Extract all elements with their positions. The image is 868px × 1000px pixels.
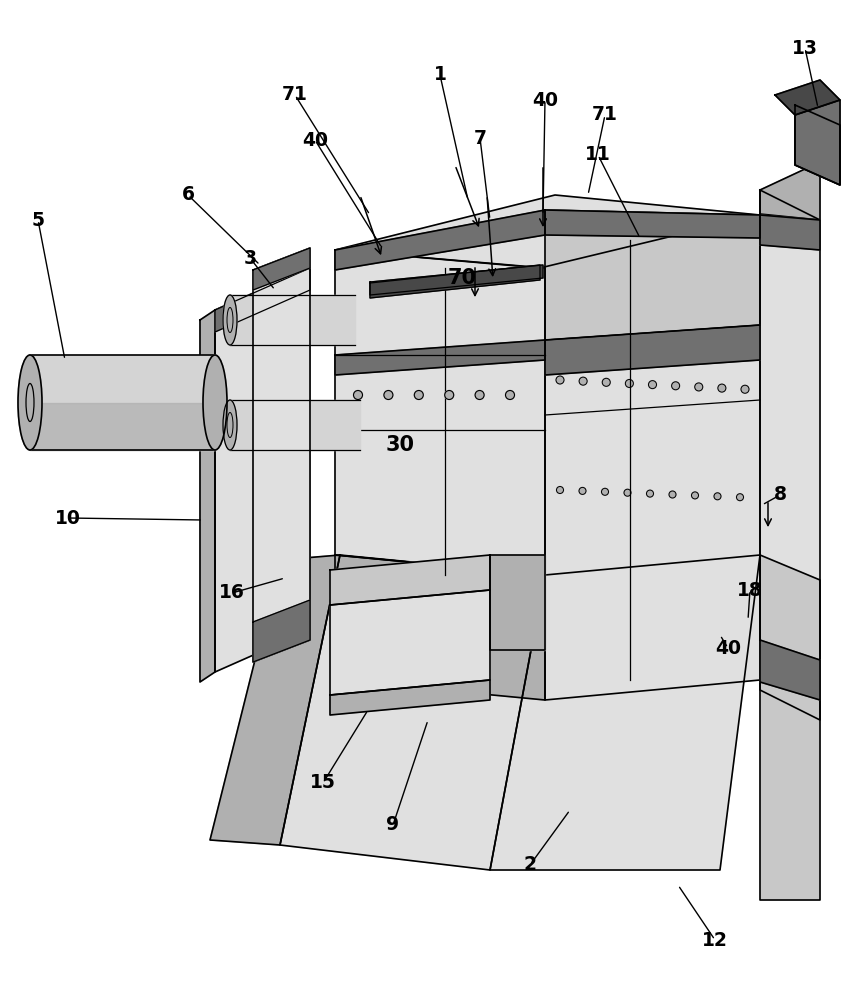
Text: 1: 1 xyxy=(433,66,446,85)
Polygon shape xyxy=(335,250,545,575)
Polygon shape xyxy=(335,555,545,700)
Text: 71: 71 xyxy=(282,86,308,104)
Polygon shape xyxy=(280,555,545,870)
Text: 5: 5 xyxy=(31,211,44,230)
Text: 40: 40 xyxy=(302,130,328,149)
Circle shape xyxy=(647,490,654,497)
Circle shape xyxy=(556,487,563,493)
Circle shape xyxy=(353,390,363,399)
Polygon shape xyxy=(335,340,545,375)
Polygon shape xyxy=(30,402,215,450)
Polygon shape xyxy=(795,100,840,185)
Polygon shape xyxy=(200,310,215,682)
Text: 40: 40 xyxy=(532,91,558,109)
Text: 8: 8 xyxy=(773,486,786,504)
Polygon shape xyxy=(215,268,310,672)
Circle shape xyxy=(602,488,608,495)
Polygon shape xyxy=(335,195,760,268)
Text: 13: 13 xyxy=(792,38,818,57)
Polygon shape xyxy=(760,640,820,700)
Circle shape xyxy=(579,487,586,494)
Polygon shape xyxy=(775,80,840,115)
Circle shape xyxy=(741,385,749,393)
Ellipse shape xyxy=(203,355,227,450)
Circle shape xyxy=(384,390,393,399)
Polygon shape xyxy=(545,210,760,238)
Circle shape xyxy=(672,382,680,390)
Text: 11: 11 xyxy=(585,145,611,164)
Circle shape xyxy=(414,390,424,399)
Polygon shape xyxy=(490,555,760,870)
Polygon shape xyxy=(370,265,540,298)
Polygon shape xyxy=(253,248,310,662)
Polygon shape xyxy=(545,340,760,700)
Circle shape xyxy=(602,378,610,386)
Polygon shape xyxy=(490,555,545,650)
Polygon shape xyxy=(210,555,340,845)
Polygon shape xyxy=(760,215,820,250)
Text: 6: 6 xyxy=(181,186,194,205)
Ellipse shape xyxy=(18,355,42,450)
Ellipse shape xyxy=(223,400,237,450)
Text: 16: 16 xyxy=(219,584,245,602)
Circle shape xyxy=(556,376,564,384)
Circle shape xyxy=(737,494,744,501)
Circle shape xyxy=(714,493,721,500)
Polygon shape xyxy=(230,295,355,345)
Polygon shape xyxy=(760,555,820,900)
Polygon shape xyxy=(335,210,545,270)
Circle shape xyxy=(625,379,634,387)
Polygon shape xyxy=(760,190,820,720)
Circle shape xyxy=(475,390,484,399)
Text: 40: 40 xyxy=(715,639,741,658)
Text: 30: 30 xyxy=(385,435,415,455)
Text: 7: 7 xyxy=(474,128,486,147)
Polygon shape xyxy=(545,325,760,375)
Polygon shape xyxy=(330,680,490,715)
Polygon shape xyxy=(230,400,360,450)
Circle shape xyxy=(444,390,454,399)
Polygon shape xyxy=(760,162,820,220)
Polygon shape xyxy=(30,355,215,450)
Circle shape xyxy=(505,390,515,399)
Polygon shape xyxy=(215,268,310,332)
Polygon shape xyxy=(253,600,310,662)
Text: 70: 70 xyxy=(448,268,477,288)
Circle shape xyxy=(694,383,703,391)
Ellipse shape xyxy=(223,295,237,345)
Polygon shape xyxy=(795,105,840,185)
Text: 2: 2 xyxy=(523,856,536,874)
Text: 9: 9 xyxy=(386,816,399,834)
Polygon shape xyxy=(253,248,310,290)
Circle shape xyxy=(648,381,656,389)
Polygon shape xyxy=(370,265,543,295)
Circle shape xyxy=(718,384,726,392)
Circle shape xyxy=(692,492,699,499)
Text: 12: 12 xyxy=(702,930,728,950)
Text: 18: 18 xyxy=(737,580,763,599)
Polygon shape xyxy=(330,590,490,695)
Circle shape xyxy=(669,491,676,498)
Polygon shape xyxy=(330,555,490,605)
Circle shape xyxy=(579,377,587,385)
Text: 3: 3 xyxy=(243,248,257,267)
Text: 10: 10 xyxy=(55,508,81,528)
Text: 71: 71 xyxy=(592,105,618,124)
Circle shape xyxy=(624,489,631,496)
Polygon shape xyxy=(545,210,760,355)
Text: 15: 15 xyxy=(310,774,336,792)
